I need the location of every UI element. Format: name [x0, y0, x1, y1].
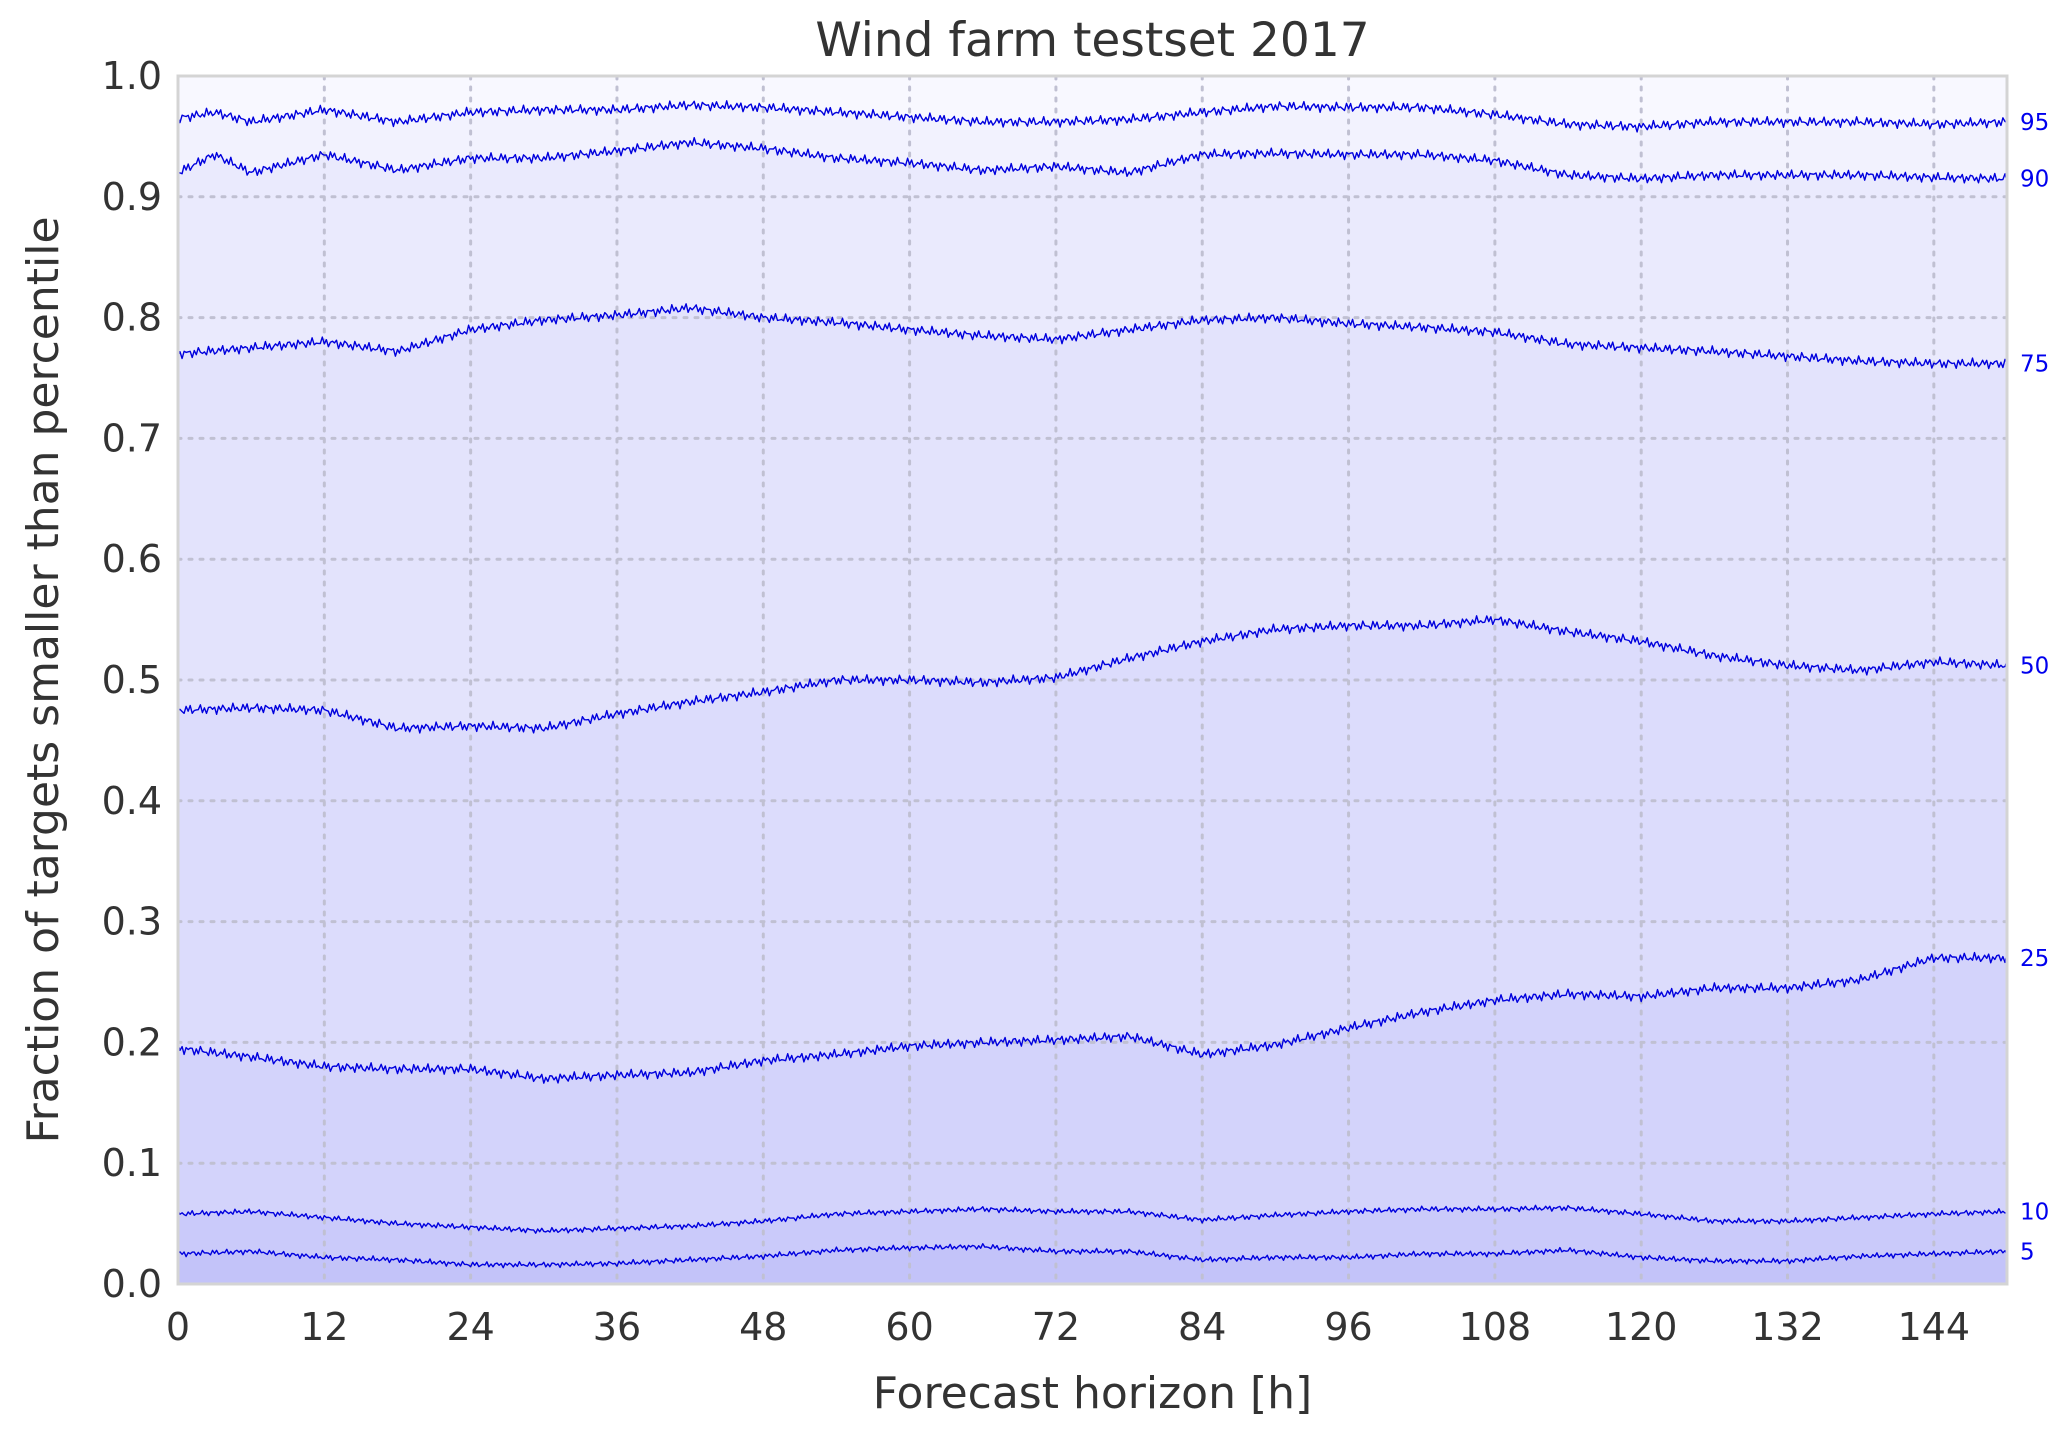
- area-fill-25: [178, 952, 2007, 1284]
- series-line-95: [177, 100, 2008, 133]
- x-tick-label: 12: [300, 1305, 348, 1349]
- x-axis-label: Forecast horizon [h]: [873, 1368, 1312, 1419]
- series-label-50: 50: [2020, 654, 2049, 680]
- x-tick-label: 72: [1032, 1305, 1080, 1349]
- series-lines: [177, 100, 2008, 1269]
- y-axis-label: Fraction of targets smaller than percent…: [18, 216, 69, 1143]
- x-tick-label: 132: [1751, 1305, 1824, 1349]
- y-tick-label: 0.8: [102, 296, 162, 340]
- x-tick-labels: 0 12 24 36 48 60 72 84 96 108 120 132 144: [166, 1305, 1970, 1349]
- y-tick-label: 0.7: [102, 416, 162, 460]
- y-tick-label: 0.3: [102, 900, 162, 944]
- x-tick-label: 96: [1324, 1305, 1372, 1349]
- y-tick-label: 0.0: [102, 1262, 162, 1306]
- plot-frame: [176, 74, 2009, 1286]
- x-tick-label: 36: [593, 1305, 641, 1349]
- y-tick-label: 0.1: [102, 1141, 162, 1185]
- series-line-50: [177, 615, 2008, 734]
- x-tick-label: 144: [1898, 1305, 1971, 1349]
- x-tick-label: 60: [885, 1305, 933, 1349]
- x-tick-label: 84: [1178, 1305, 1226, 1349]
- series-label-90: 90: [2020, 167, 2049, 193]
- x-tick-label: 108: [1459, 1305, 1532, 1349]
- area-fill-5: [178, 1243, 2007, 1284]
- y-tick-label: 0.4: [102, 779, 162, 823]
- y-tick-label: 0.6: [102, 537, 162, 581]
- x-tick-label: 48: [739, 1305, 787, 1349]
- y-tick-label: 0.9: [102, 175, 162, 219]
- x-tick-label: 24: [446, 1305, 494, 1349]
- series-line-25: [177, 951, 2008, 1084]
- x-tick-label: 120: [1605, 1305, 1678, 1349]
- y-tick-label: 0.5: [102, 658, 162, 702]
- chart-title: Wind farm testset 2017: [815, 13, 1369, 68]
- series-labels: 5 10 25 50 75 90 95: [2020, 110, 2049, 1265]
- series-line-5: [177, 1243, 2008, 1269]
- series-label-25: 25: [2020, 946, 2049, 972]
- series-line-75: [177, 303, 2008, 370]
- x-tick-label: 0: [166, 1305, 190, 1349]
- series-line-10: [177, 1204, 2008, 1234]
- y-tick-labels: 0.0 0.1 0.2 0.3 0.4 0.5 0.6 0.7 0.8 0.9 1.0: [102, 54, 162, 1306]
- series-label-5: 5: [2020, 1239, 2035, 1265]
- series-label-95: 95: [2020, 110, 2049, 136]
- y-tick-label: 0.2: [102, 1020, 162, 1064]
- y-tick-label: 1.0: [102, 54, 162, 98]
- series-label-75: 75: [2020, 352, 2049, 378]
- series-line-90: [177, 137, 2008, 184]
- series-label-10: 10: [2020, 1200, 2049, 1226]
